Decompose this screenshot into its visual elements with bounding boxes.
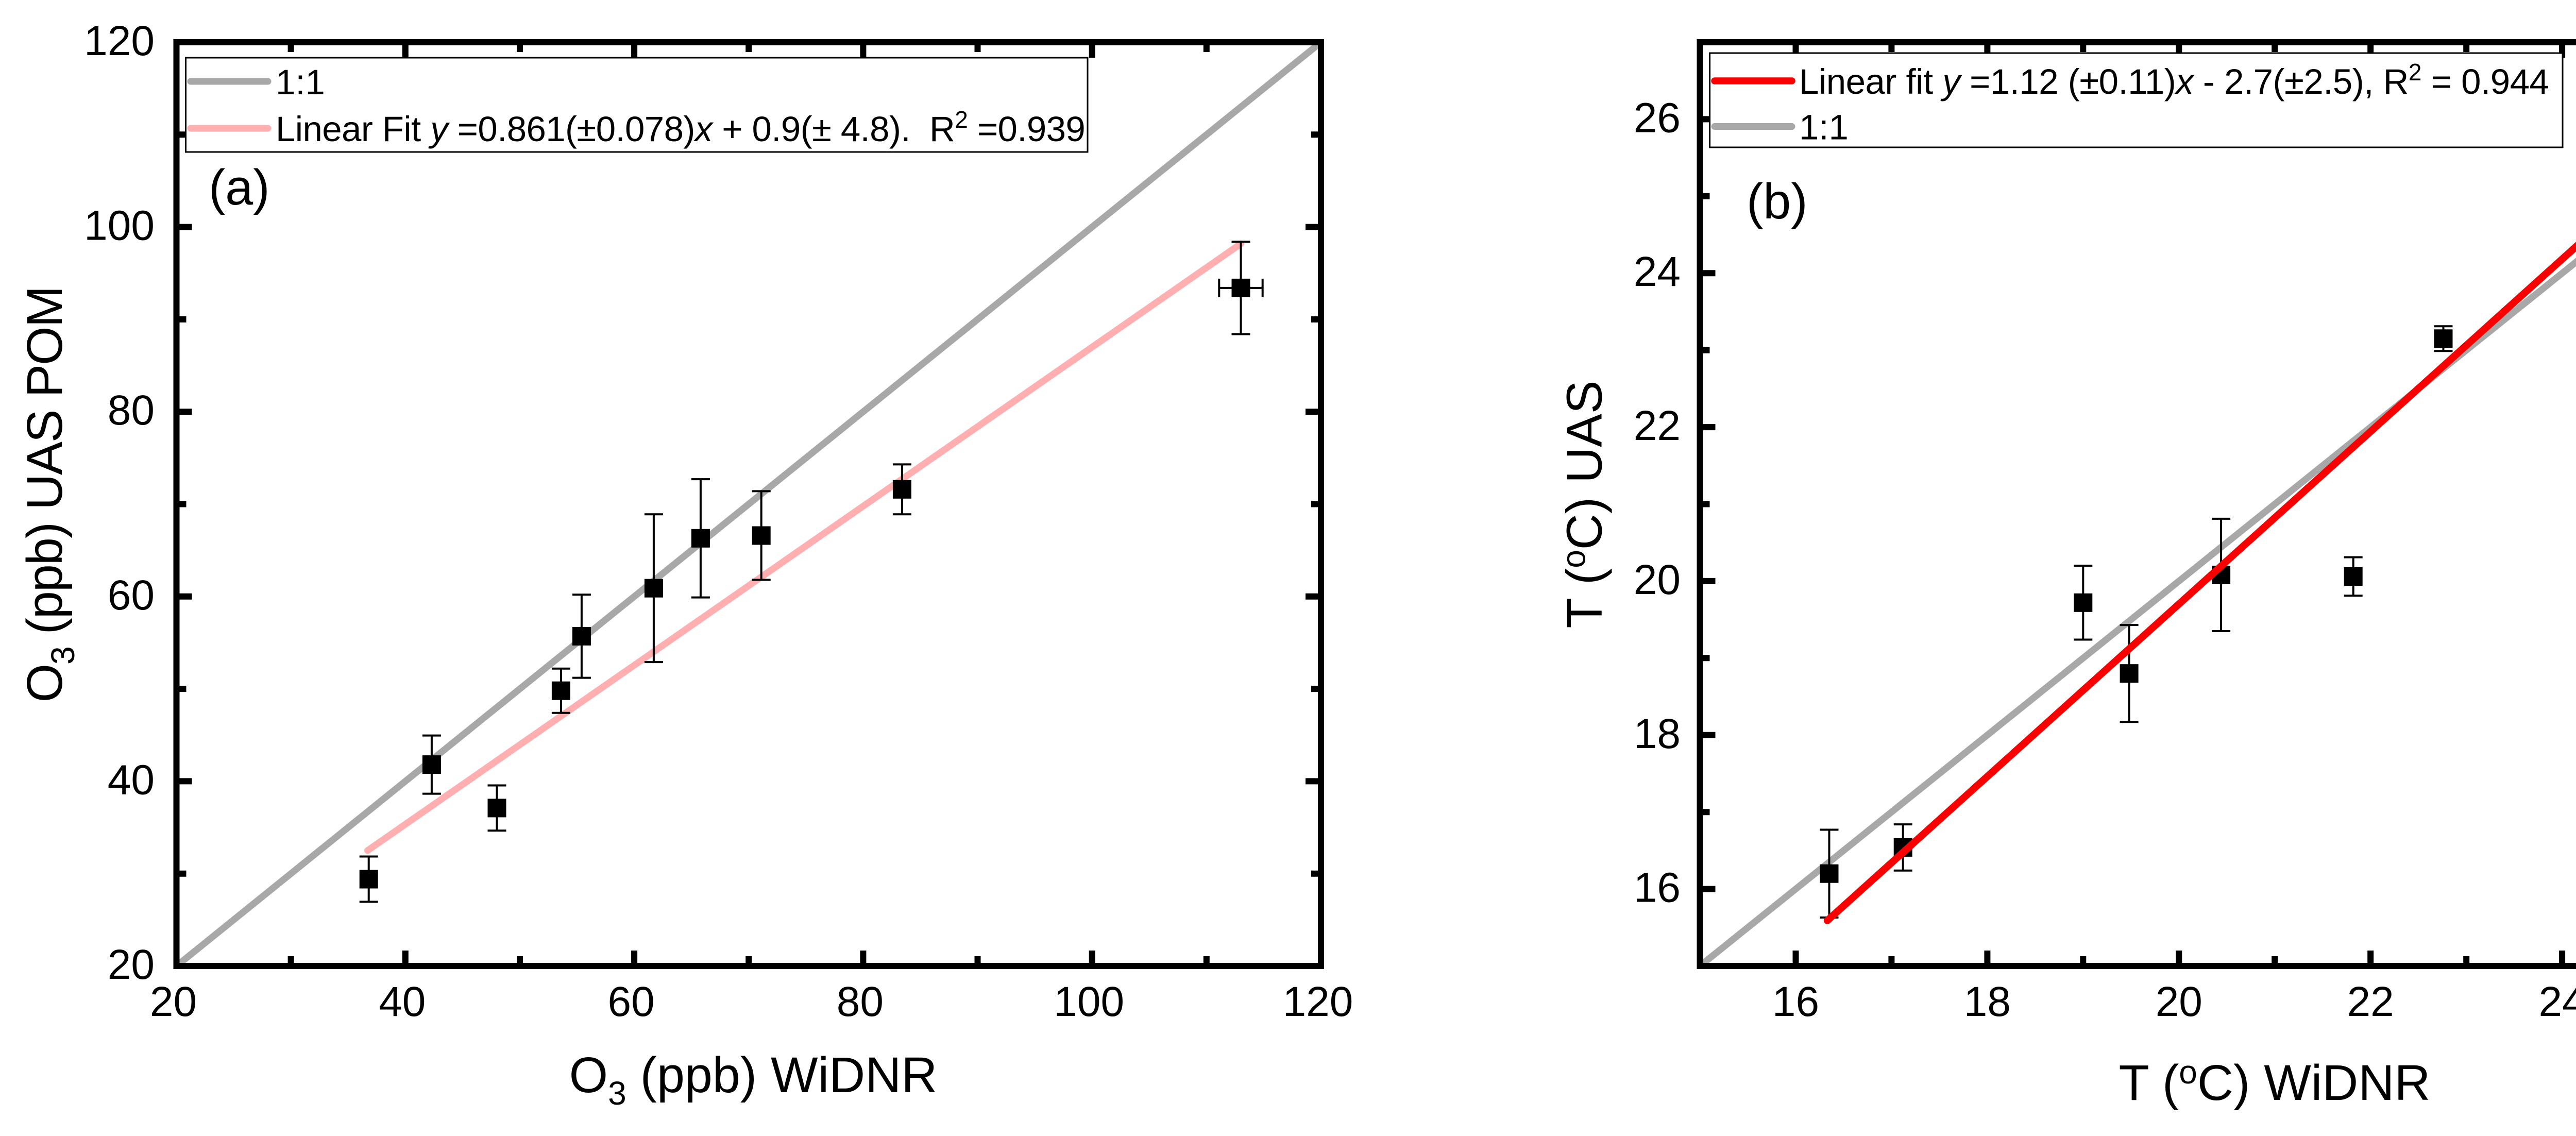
svg-text:20: 20 [2156, 978, 2202, 1025]
svg-text:24: 24 [2538, 978, 2576, 1025]
svg-text:22: 22 [2347, 978, 2394, 1025]
svg-text:120: 120 [1283, 978, 1353, 1025]
svg-text:1:1: 1:1 [1799, 108, 1849, 147]
svg-text:80: 80 [108, 387, 155, 434]
svg-text:26: 26 [1634, 94, 1681, 141]
svg-text:16: 16 [1634, 864, 1681, 911]
svg-text:(b): (b) [1747, 173, 1808, 229]
svg-text:22: 22 [1634, 402, 1681, 449]
svg-text:100: 100 [84, 202, 155, 249]
svg-text:40: 40 [108, 756, 155, 803]
svg-text:(a): (a) [209, 159, 270, 215]
svg-text:18: 18 [1634, 710, 1681, 757]
svg-text:120: 120 [84, 18, 155, 64]
svg-text:Linear Fit y =0.861(±0.078)x +: Linear Fit y =0.861(±0.078)x + 0.9(± 4.8… [276, 106, 1085, 149]
svg-text:T (oC) UAS: T (oC) UAS [1555, 380, 1613, 628]
svg-text:Linear fit y =1.12 (±0.11)x -: Linear fit y =1.12 (±0.11)x - 2.7(±2.5),… [1799, 59, 2549, 101]
svg-text:O3 (ppb) WiDNR: O3 (ppb) WiDNR [569, 1047, 938, 1112]
svg-text:1:1: 1:1 [276, 62, 325, 102]
svg-text:O3 (ppb) UAS POM: O3 (ppb) UAS POM [16, 287, 81, 703]
svg-text:60: 60 [607, 978, 654, 1025]
svg-text:T (oC) WiDNR: T (oC) WiDNR [2119, 1054, 2431, 1111]
svg-text:40: 40 [379, 978, 426, 1025]
svg-text:20: 20 [1634, 556, 1681, 603]
svg-text:80: 80 [837, 978, 884, 1025]
svg-text:20: 20 [150, 978, 197, 1025]
svg-text:16: 16 [1772, 978, 1819, 1025]
svg-text:24: 24 [1634, 248, 1681, 295]
svg-text:18: 18 [1964, 978, 2011, 1025]
svg-text:60: 60 [108, 572, 155, 619]
svg-text:100: 100 [1054, 978, 1124, 1025]
svg-text:20: 20 [108, 941, 155, 988]
